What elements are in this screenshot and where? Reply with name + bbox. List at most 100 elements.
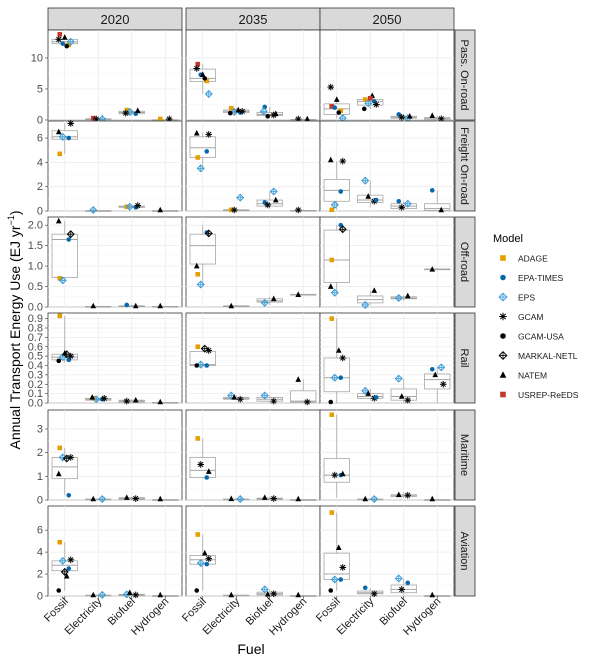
y-tick-label: 6 <box>37 525 43 537</box>
y-axis-title-main: Annual Transport Energy Use (EJ yr <box>7 225 23 449</box>
legend-key-markal-netl <box>498 350 508 361</box>
y-tick-label: 6 <box>37 133 43 145</box>
point-natem <box>157 591 164 598</box>
point-eps <box>370 494 379 504</box>
point-natem <box>261 494 268 500</box>
point-eps <box>98 494 107 504</box>
box-fossil <box>323 318 350 403</box>
point-eps <box>125 202 134 211</box>
point-adage <box>57 445 63 451</box>
point-natem <box>228 591 235 598</box>
legend-key-gcam-usa <box>500 333 506 339</box>
box-biofuel <box>118 304 145 307</box>
legend-key-natem <box>499 371 507 378</box>
y-tick-label: 1.5 <box>28 240 43 252</box>
x-tick-label-fossil: Fossil <box>180 596 209 625</box>
point-eps <box>330 200 339 209</box>
y-tick-label: 0 <box>37 206 43 218</box>
point-gcam <box>327 83 335 91</box>
point-eps <box>361 300 370 309</box>
point-natem <box>335 347 342 353</box>
point-natem <box>365 193 372 199</box>
legend-item-gcam: GCAM <box>499 312 544 322</box>
row-strip-label: Pass. On-road <box>458 40 470 111</box>
y-tick-label: 2 <box>37 569 43 581</box>
y-tick-label: 0 <box>37 591 43 603</box>
panel-maritime-2035 <box>185 409 321 504</box>
point-eps <box>330 575 339 584</box>
point-adage <box>228 105 234 111</box>
legend-label: EPA-TIMES <box>518 273 564 283</box>
point-adage <box>124 107 130 113</box>
legend-item-epa-times: EPA-TIMES <box>500 273 564 283</box>
x-tick-label-electricity: Electricity <box>63 595 105 637</box>
point-natem <box>272 196 279 203</box>
point-eps <box>364 99 373 108</box>
y-tick-label: 1.0 <box>28 261 43 273</box>
point-epa-times <box>66 135 72 141</box>
point-natem <box>126 589 133 596</box>
point-gcam-usa <box>56 588 62 593</box>
x-tick-label-biofuel: Biofuel <box>244 596 276 628</box>
legend-label: GCAM-USA <box>518 332 564 342</box>
row-strip-pass-on-road: Pass. On-road <box>454 29 476 121</box>
point-natem <box>295 495 302 502</box>
point-gcam-usa <box>361 106 367 112</box>
point-gcam <box>339 354 347 362</box>
point-epa-times <box>373 395 379 400</box>
point-gcam-usa <box>265 113 271 119</box>
point-natem <box>55 128 62 135</box>
box-biofuel <box>118 399 145 403</box>
box-hydrogen <box>290 118 317 121</box>
point-natem <box>90 591 97 598</box>
box-hydrogen <box>152 305 179 308</box>
legend-label: GCAM <box>518 312 544 322</box>
point-natem <box>429 591 436 598</box>
point-usrep-reeds <box>329 104 335 109</box>
panel-freight-on-road-2050 <box>319 120 455 213</box>
column-strip-2035: 2035 <box>185 7 321 31</box>
x-tick-label-fossil: Fossil <box>42 596 71 625</box>
box-biofuel <box>390 492 417 498</box>
legend-label: NATEM <box>518 371 547 381</box>
box-biofuel <box>390 378 417 403</box>
point-epa-times <box>124 302 130 308</box>
box-electricity <box>223 304 250 307</box>
y-tick-label: 2 <box>37 181 43 193</box>
point-adage <box>338 108 344 113</box>
point-natem <box>429 112 436 118</box>
y-tick-label: 10 <box>31 52 43 64</box>
point-adage <box>195 344 201 350</box>
point-gcam <box>370 590 378 598</box>
row-strip-label: Off-road <box>458 242 470 282</box>
point-natem <box>406 112 413 119</box>
point-epa-times <box>338 189 344 194</box>
point-gcam <box>122 109 130 117</box>
point-eps <box>196 164 205 173</box>
y-tick-label: 0 <box>37 115 43 127</box>
row-strip-rail: Rail <box>454 312 476 404</box>
point-natem <box>123 494 130 500</box>
point-natem <box>327 156 334 163</box>
box-hydrogen <box>290 293 317 296</box>
point-natem <box>90 495 97 502</box>
y-tick-label: 0.8 <box>28 323 43 335</box>
panel-off-road-2035 <box>185 216 321 309</box>
row-strip-label: Freight On-road <box>458 127 470 205</box>
point-adage <box>204 78 210 84</box>
point-eps <box>236 494 245 504</box>
panel-pass-on-road-2050 <box>319 29 455 123</box>
point-natem <box>89 394 96 400</box>
point-natem <box>134 107 141 113</box>
box-electricity <box>85 498 112 501</box>
point-natem <box>235 106 242 113</box>
column-strip-label: 2035 <box>239 12 268 27</box>
point-gcam <box>132 495 140 502</box>
point-natem <box>295 291 302 298</box>
y-tick-label: 2 <box>37 447 43 459</box>
point-natem <box>201 549 208 556</box>
box-fossil <box>323 161 350 210</box>
point-markal-netl <box>204 229 213 238</box>
point-natem <box>295 376 302 382</box>
point-gcam <box>264 201 272 209</box>
